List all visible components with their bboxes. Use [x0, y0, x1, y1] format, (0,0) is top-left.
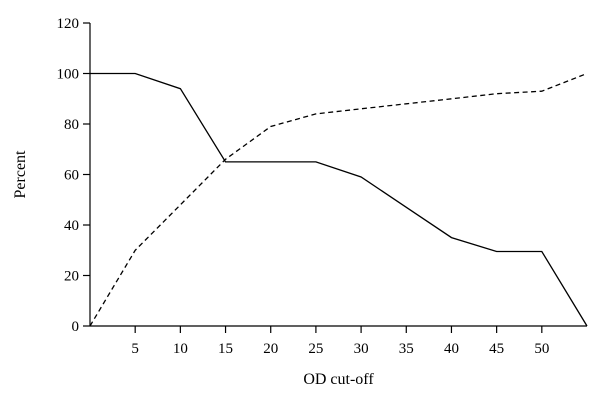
x-tick-label: 10: [173, 341, 188, 357]
x-tick-label: 5: [131, 341, 139, 357]
y-tick-label: 0: [72, 319, 80, 335]
y-tick-label: 60: [64, 168, 79, 184]
x-axis-title: OD cut-off: [303, 371, 374, 388]
y-axis-ticks: 0 20 40 60 80 100 120: [57, 16, 90, 335]
y-tick-label: 20: [64, 269, 79, 285]
y-tick-label: 120: [57, 16, 80, 32]
x-tick-label: 45: [489, 341, 504, 357]
y-tick-label: 100: [57, 67, 80, 83]
x-tick-label: 40: [444, 341, 459, 357]
x-tick-label: 15: [218, 341, 233, 357]
dashed-series-line: [89, 72, 588, 327]
x-tick-label: 30: [354, 341, 369, 357]
y-tick-label: 40: [64, 218, 79, 234]
x-tick-label: 20: [263, 341, 278, 357]
y-axis-title: Percent: [12, 150, 29, 199]
solid-series-line: [90, 72, 588, 327]
y-tick-label: 80: [64, 117, 79, 133]
series-layer: [89, 72, 588, 327]
x-axis-ticks: 5 10 15 20 25 30 35 40 45 50: [131, 326, 549, 357]
x-tick-label: 25: [308, 341, 323, 357]
x-tick-label: 50: [534, 341, 549, 357]
x-tick-label: 35: [399, 341, 414, 357]
